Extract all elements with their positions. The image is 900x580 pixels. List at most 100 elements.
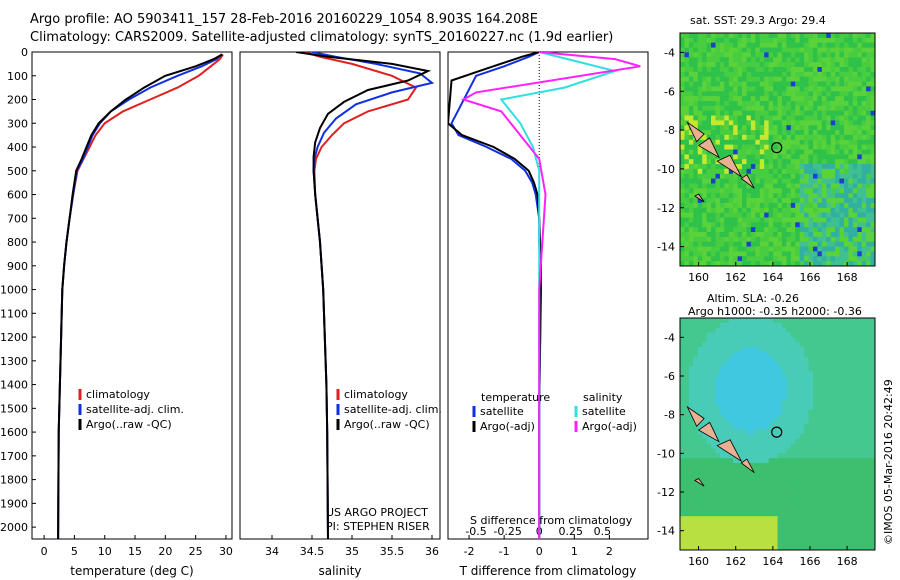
map-cell (684, 400, 690, 406)
map-cell (728, 81, 734, 87)
map-cell (835, 159, 841, 165)
map-cell (835, 178, 841, 185)
map-cell (790, 337, 796, 343)
map-cell (764, 390, 770, 396)
map-cell (702, 409, 708, 416)
map-cell (839, 178, 845, 185)
map-cell (817, 332, 823, 338)
map-cell (808, 52, 814, 58)
map-cell (808, 496, 814, 503)
map-cell (684, 530, 690, 537)
map-cell (684, 115, 690, 121)
map-cell (773, 511, 779, 517)
map-cell (781, 42, 787, 49)
map-cell (773, 448, 779, 454)
map-cell (866, 530, 872, 537)
map-cell (866, 188, 872, 194)
map-cell (777, 173, 783, 180)
map-cell (839, 130, 845, 136)
map-cell (826, 438, 832, 445)
map-cell (715, 125, 721, 131)
map-cell (839, 202, 845, 209)
legend-label: satellite-adj. clim. (344, 403, 442, 416)
map-cell (830, 390, 836, 396)
map-cell (764, 207, 770, 214)
map-cell (808, 256, 814, 262)
map-cell (742, 361, 747, 367)
map-cell (688, 217, 694, 223)
map-cell (813, 385, 818, 392)
map-cell (750, 443, 756, 450)
map-cell (737, 183, 743, 189)
map-cell (839, 332, 845, 338)
map-cell (733, 443, 739, 450)
map-cell (870, 246, 875, 253)
map-cell (773, 217, 779, 223)
map-cell (839, 409, 845, 416)
map-cell (737, 482, 743, 488)
map-cell (688, 105, 694, 112)
map-cell (826, 424, 832, 430)
map-cell (746, 424, 752, 430)
map-cell (804, 351, 810, 358)
map-cell (848, 347, 854, 353)
map-cell (746, 62, 752, 68)
map-cell (777, 42, 783, 49)
map-cell (706, 535, 712, 541)
map-cell (813, 159, 818, 165)
y-tick-label: 300 (7, 117, 28, 130)
map-cell (857, 164, 863, 170)
map-cell (817, 81, 823, 87)
map-cell (870, 222, 875, 228)
map-cell (839, 246, 845, 253)
map-cell (684, 168, 690, 175)
map-cell (724, 149, 730, 155)
map-cell (733, 424, 739, 430)
map-cell (830, 198, 836, 204)
map-cell (737, 101, 743, 107)
map-cell (728, 453, 734, 459)
map-cell (866, 168, 872, 175)
map-cell (773, 405, 779, 411)
y-tick-label: 600 (7, 189, 28, 202)
map-cell (768, 351, 774, 358)
map-cell (777, 154, 783, 160)
map-cell (852, 361, 858, 367)
map-cell (799, 115, 805, 121)
map-cell (804, 448, 810, 454)
y-tick-label: 1700 (0, 450, 28, 463)
map-cell (733, 256, 739, 262)
map-cell (808, 47, 814, 54)
map-cell (684, 434, 690, 440)
map-cell (737, 545, 743, 550)
map-cell (719, 37, 725, 44)
map-cell (790, 419, 796, 425)
map-cell (715, 535, 721, 541)
map-cell (866, 207, 872, 214)
map-cell (817, 261, 823, 266)
map-cell (733, 501, 739, 508)
map-cell (790, 33, 796, 39)
map-cell (773, 472, 779, 479)
island-shape (694, 193, 705, 203)
map-cell (813, 472, 818, 479)
map-cell (742, 332, 747, 338)
map-cell (839, 217, 845, 223)
map-cell (839, 105, 845, 112)
map-cell (764, 530, 770, 537)
map-cell (737, 361, 743, 367)
map-cell (684, 251, 690, 257)
map-cell (773, 241, 779, 248)
map-cell (706, 120, 712, 126)
map-cell (759, 222, 765, 228)
map-cell (702, 241, 708, 248)
x-axis-label: salinity (318, 564, 361, 578)
y-tick-label: 900 (7, 260, 28, 273)
map-cell (750, 178, 756, 185)
island-shape (716, 154, 743, 178)
map-cell (706, 342, 712, 348)
map-cell (737, 232, 743, 238)
map-cell (768, 467, 774, 474)
map-cell (684, 438, 690, 445)
map-cell (790, 472, 796, 479)
